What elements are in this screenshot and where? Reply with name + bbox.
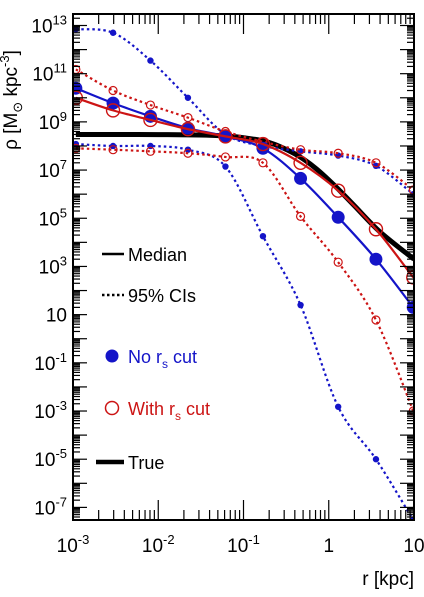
series-4-point [372,456,380,463]
y-tick-label: 107 [39,157,67,182]
series-4-point [334,403,342,410]
legend-label: True [128,453,164,473]
y-tick-label: 1013 [31,12,67,37]
x-tick-label: 10 [403,536,424,557]
legend-label: With rs cut [128,399,210,423]
legend: Median 95% CIs No rs cut With rs cut True [96,245,210,473]
series-6-point [145,146,156,156]
series-6-point [333,257,343,267]
series-6-line [75,147,414,412]
x-tick-label: 10-2 [142,532,175,557]
legend-item: With rs cut [104,399,210,423]
series-6-point [258,158,268,168]
y-tick-label: 10-7 [34,494,67,519]
series-6-point [295,211,306,221]
series-5-point [371,158,381,168]
series-clip-group [73,26,414,520]
series-1-line [75,87,414,309]
series-2-point [368,222,384,237]
series-1-point [369,252,383,266]
legend-item: True [96,453,164,473]
legend-item: No rs cut [105,347,197,371]
series-6-point [108,145,118,155]
series-2-point [143,112,158,128]
x-tick-label: 10-1 [227,532,260,557]
y-tick-label: 103 [39,253,67,278]
series-5-line [75,68,414,191]
series-2-point [180,121,196,137]
legend-label: 95% CIs [128,286,196,306]
series-2-point [218,129,233,144]
plot-frame [72,13,415,521]
y-tick-label: 10-5 [34,446,67,471]
series-6-point [183,148,193,158]
series-5-point [183,113,193,123]
y-tick-label: 10 [46,306,67,327]
series-4-point [222,163,229,170]
series-2-point [255,136,271,152]
y-tick-label: 10-1 [34,350,67,375]
y-tick-label: 105 [39,205,67,230]
series-5-point [108,85,118,96]
series-1-point [331,210,345,224]
series-4-point [297,301,304,309]
series-3-point [372,162,380,170]
series-2-line [75,96,414,279]
series-5-point [333,148,343,158]
series-5-point [145,100,156,110]
y-tick-label: 109 [39,109,67,134]
tick-labels: 10-3 10-2 10-1 1 10 10-7 10-5 10-3 10-1 10 103 105 1… [31,12,424,557]
series-2-point [330,183,346,198]
y-tick-label: 1011 [32,61,67,86]
series-6-point [371,315,381,325]
x-tick-label: 10-3 [57,532,90,557]
series-6-point [220,152,231,162]
legend-swatch-filled-circle [105,349,119,363]
y-axis-title: ρ [M⊙ kpc-3] [0,50,25,150]
series-3-line [75,28,414,196]
legend-item: 95% CIs [102,286,196,306]
y-axis-title-group: ρ [M⊙ kpc-3] [0,50,25,150]
legend-swatch-open-circle [104,400,120,416]
series-4-line [75,142,414,520]
series-3-point [147,57,154,64]
series-1-point [294,171,308,185]
series-3-point [184,94,192,101]
series-0-line [75,131,414,262]
legend-label: Median [128,245,187,265]
series-2-point [293,155,308,171]
series-3-point [109,29,117,36]
x-tick-label: 1 [323,536,334,557]
series-2-point [105,103,121,118]
y-tick-label: 10-3 [34,398,67,423]
legend-item: Median [102,245,187,265]
ticks-layer [72,13,415,521]
series-1-point [106,96,120,110]
series-5-point [295,145,306,155]
series-4-point [259,233,267,240]
series-layer [73,26,414,520]
x-axis-title: r [kpc] [362,569,414,590]
legend-label: No rs cut [128,347,197,371]
